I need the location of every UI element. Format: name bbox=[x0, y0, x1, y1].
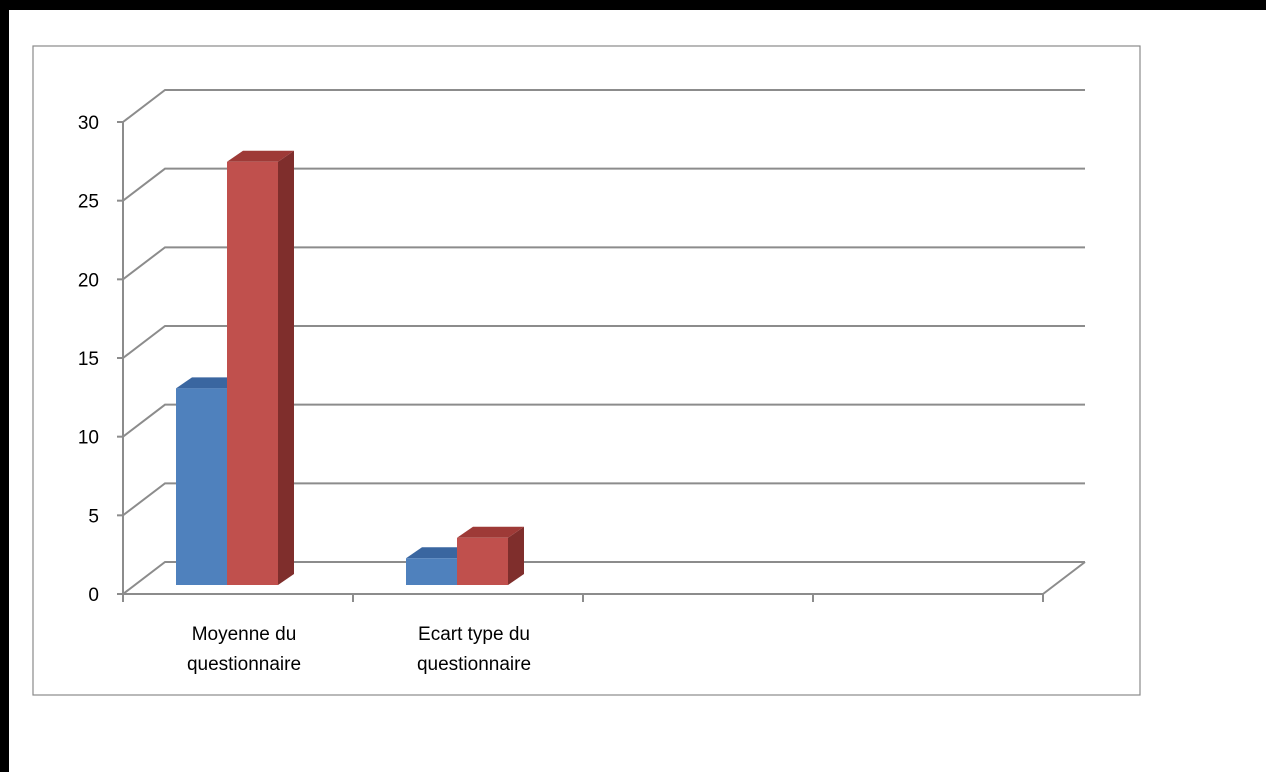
bar-front bbox=[457, 537, 508, 585]
bar-top bbox=[457, 526, 524, 538]
gridline bbox=[122, 167, 1085, 202]
y-tick-label: 0 bbox=[88, 585, 99, 606]
x-category-label: Moyenne du questionnaire bbox=[187, 624, 301, 675]
gridline bbox=[122, 561, 1085, 595]
bar-top bbox=[176, 377, 243, 389]
y-tick-label: 20 bbox=[78, 270, 99, 291]
y-tick-label: 10 bbox=[78, 428, 99, 449]
bar-front bbox=[406, 558, 457, 585]
bars bbox=[176, 150, 524, 586]
y-tick-label: 5 bbox=[88, 506, 99, 527]
y-tick-label: 30 bbox=[78, 113, 99, 134]
gridline bbox=[122, 482, 1085, 517]
bar-side bbox=[278, 150, 294, 586]
bar bbox=[457, 526, 524, 585]
gridlines bbox=[122, 89, 1086, 595]
floor-edge bbox=[1042, 561, 1086, 595]
y-tick-label: 15 bbox=[78, 349, 99, 370]
y-tick-label: 25 bbox=[78, 192, 99, 213]
axes bbox=[117, 121, 1044, 602]
bar-front bbox=[176, 388, 227, 585]
bar bbox=[227, 150, 294, 586]
gridline bbox=[122, 325, 1085, 359]
bar-front bbox=[227, 161, 278, 586]
bar-top bbox=[227, 150, 294, 162]
gridline bbox=[122, 403, 1085, 438]
gridline bbox=[122, 89, 1085, 123]
x-category-label: Ecart type du questionnaire bbox=[417, 624, 531, 675]
bar-top bbox=[406, 547, 473, 559]
bar-side bbox=[508, 526, 524, 585]
labels: 0 5 10 15 20 25 30 Moyenne du questionnaire Ecart… bbox=[78, 113, 531, 675]
gridline bbox=[122, 246, 1085, 281]
chart-area-border bbox=[32, 45, 1141, 696]
